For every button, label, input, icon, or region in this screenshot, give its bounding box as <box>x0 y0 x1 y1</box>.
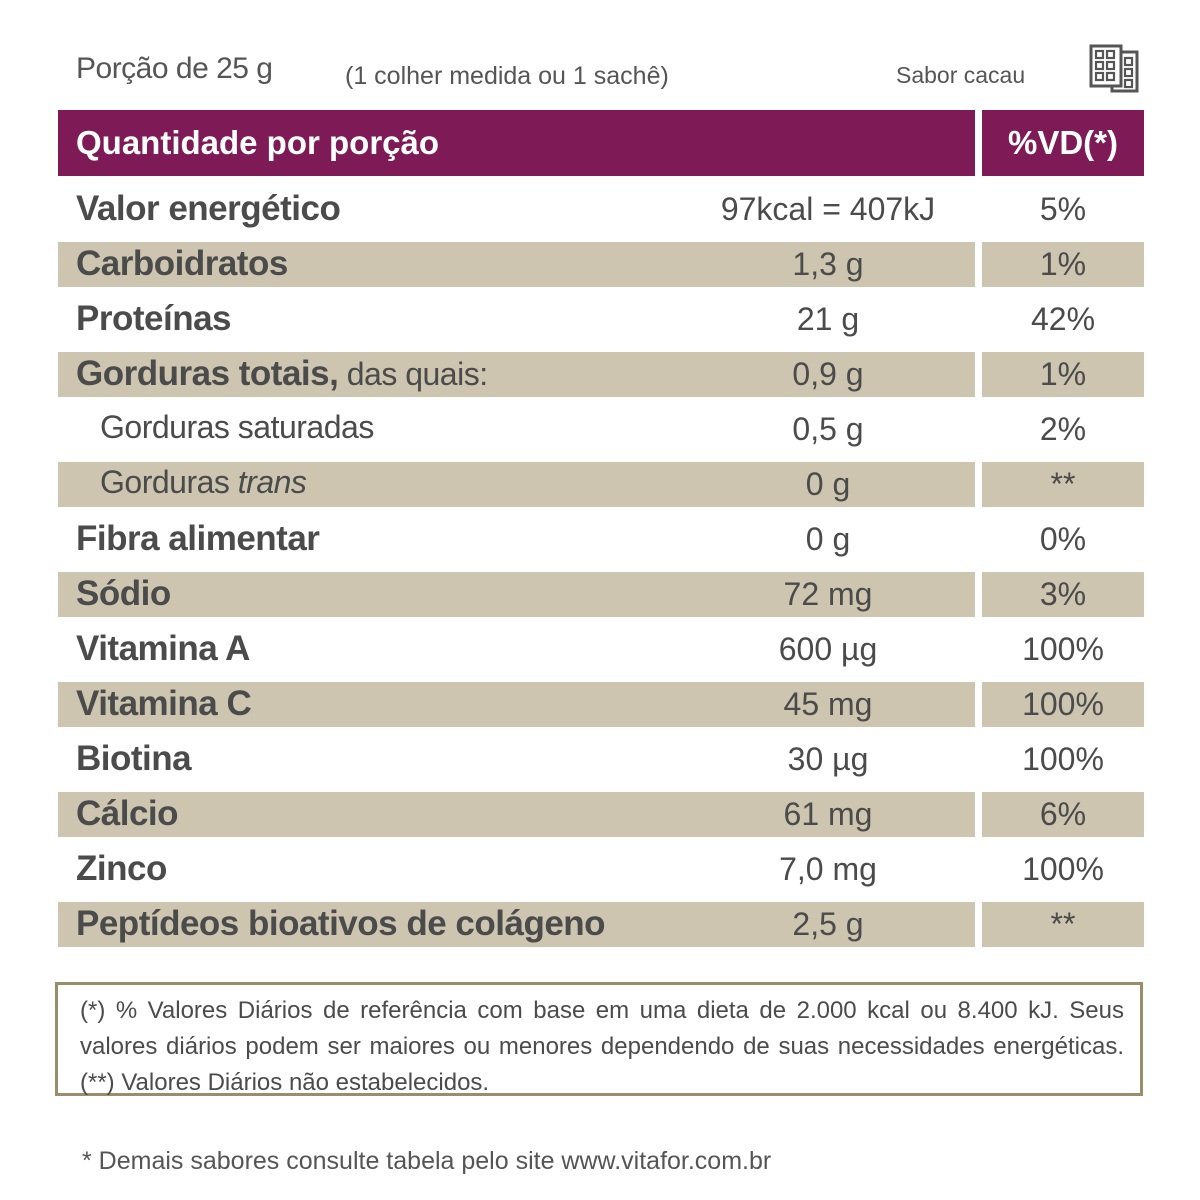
footnote-box: (*) % Valores Diários de referência com … <box>55 982 1143 1096</box>
flavor-label: Sabor cacau <box>896 62 1026 88</box>
nutrient-name-text: Valor energético <box>76 189 341 228</box>
row-band <box>58 242 975 287</box>
nutrient-name-text: Gorduras <box>100 464 238 500</box>
nutrient-name-suffix: das quais: <box>338 356 488 392</box>
table-row: Vitamina A 600 µg 100% <box>58 627 1144 682</box>
header-vd-label: %VD(*) <box>1007 124 1118 161</box>
nutrient-amount: 30 µg <box>787 741 869 777</box>
table-row: Cálcio 61 mg 6% <box>58 792 1144 847</box>
row-band <box>982 792 1144 837</box>
row-band <box>58 572 975 617</box>
nutrient-name: Proteínas <box>76 299 232 339</box>
nutrient-name-text: Vitamina C <box>76 684 252 723</box>
nutrient-vd: 100% <box>1022 741 1104 777</box>
nutrient-name: Peptídeos bioativos de colágeno <box>76 904 606 944</box>
nutrient-name: Gorduras totais, das quais: <box>76 354 488 394</box>
nutrient-amount: 97kcal = 407kJ <box>720 191 936 227</box>
nutrient-amount: 0 g <box>805 521 851 557</box>
nutrient-amount: 0 g <box>805 466 851 502</box>
table-row: Gorduras trans 0 g ** <box>58 462 1144 517</box>
serving-size: Porção de 25 g <box>76 52 273 85</box>
nutrient-amount: 0,5 g <box>792 411 864 447</box>
table-row: Proteínas 21 g 42% <box>58 297 1144 352</box>
table-row: Vitamina C 45 mg 100% <box>58 682 1144 737</box>
nutrient-vd: 1% <box>1039 356 1087 392</box>
nutrient-name-text: Gorduras saturadas <box>100 409 374 445</box>
nutrient-amount: 45 mg <box>783 686 873 722</box>
table-row: Gorduras saturadas 0,5 g 2% <box>58 407 1144 462</box>
nutrient-name-text: Fibra alimentar <box>76 519 320 558</box>
nutrient-name-text: Cálcio <box>76 794 179 833</box>
nutrient-vd: 5% <box>1039 191 1087 227</box>
nutrient-name-text: Gorduras totais, <box>76 354 339 393</box>
nutrient-vd: 0% <box>1039 521 1087 557</box>
nutrient-amount: 72 mg <box>783 576 873 612</box>
nutrient-vd: 1% <box>1039 246 1087 282</box>
serving-note: (1 colher medida ou 1 sachê) <box>345 62 669 90</box>
nutrient-amount: 600 µg <box>778 631 878 667</box>
table-row: Peptídeos bioativos de colágeno 2,5 g ** <box>58 902 1144 957</box>
nutrient-amount: 2,5 g <box>792 906 864 942</box>
nutrient-name: Gorduras trans <box>100 464 307 501</box>
row-band <box>982 572 1144 617</box>
table-row: Sódio 72 mg 3% <box>58 572 1144 627</box>
nutrient-vd: 100% <box>1022 631 1104 667</box>
header-quantity-label: Quantidade por porção <box>76 124 440 161</box>
nutrient-name: Sódio <box>76 574 171 614</box>
nutrient-name-text: Proteínas <box>76 299 232 338</box>
nutrient-name-text: Zinco <box>76 849 167 888</box>
row-band <box>982 462 1144 507</box>
nutrient-vd: 100% <box>1022 851 1104 887</box>
nutrient-name-italic: trans <box>237 464 307 500</box>
table-row: Valor energético 97kcal = 407kJ 5% <box>58 187 1144 242</box>
table-header-vd: %VD(*) <box>982 110 1144 176</box>
nutrient-name: Gorduras saturadas <box>100 409 374 446</box>
table-row: Carboidratos 1,3 g 1% <box>58 242 1144 297</box>
nutrient-amount: 21 g <box>796 301 860 337</box>
chocolate-bar-icon <box>1089 44 1139 93</box>
table-row: Gorduras totais, das quais: 0,9 g 1% <box>58 352 1144 407</box>
nutrient-vd: 100% <box>1022 686 1104 722</box>
nutrient-name-text: Vitamina A <box>76 629 250 668</box>
nutrient-name: Valor energético <box>76 189 341 229</box>
row-band <box>58 682 975 727</box>
nutrient-name: Cálcio <box>76 794 179 834</box>
nutrient-amount: 1,3 g <box>792 246 864 282</box>
nutrient-name-text: Sódio <box>76 574 171 613</box>
footnote-text: (*) % Valores Diários de referência com … <box>80 997 1124 1096</box>
table-row: Fibra alimentar 0 g 0% <box>58 517 1144 572</box>
nutrient-vd: ** <box>1050 906 1076 942</box>
nutrient-name: Zinco <box>76 849 167 889</box>
nutrient-amount: 0,9 g <box>792 356 864 392</box>
nutrient-name: Carboidratos <box>76 244 288 284</box>
row-band <box>982 242 1144 287</box>
nutrient-name-text: Carboidratos <box>76 244 288 283</box>
nutrient-vd: 42% <box>1030 301 1096 337</box>
row-band <box>982 902 1144 947</box>
row-band <box>58 902 975 947</box>
site-note: * Demais sabores consulte tabela pelo si… <box>82 1147 772 1175</box>
nutrient-name: Vitamina C <box>76 684 252 724</box>
nutrient-name-text: Peptídeos bioativos de colágeno <box>76 904 606 943</box>
nutrient-amount: 61 mg <box>783 796 873 832</box>
nutrient-name: Vitamina A <box>76 629 250 669</box>
nutrient-name: Biotina <box>76 739 192 779</box>
table-row: Zinco 7,0 mg 100% <box>58 847 1144 902</box>
row-band <box>982 682 1144 727</box>
row-band <box>58 792 975 837</box>
row-band <box>58 462 975 507</box>
nutrient-name-text: Biotina <box>76 739 192 778</box>
nutrient-name: Fibra alimentar <box>76 519 320 559</box>
nutrient-vd: 3% <box>1039 576 1087 612</box>
nutrient-amount: 7,0 mg <box>779 851 877 887</box>
row-band <box>58 352 975 397</box>
nutrient-vd: ** <box>1050 466 1076 502</box>
table-header-quantity: Quantidade por porção <box>58 110 975 176</box>
nutrient-vd: 6% <box>1039 796 1087 832</box>
nutrient-vd: 2% <box>1039 411 1087 447</box>
table-row: Biotina 30 µg 100% <box>58 737 1144 792</box>
row-band <box>982 352 1144 397</box>
